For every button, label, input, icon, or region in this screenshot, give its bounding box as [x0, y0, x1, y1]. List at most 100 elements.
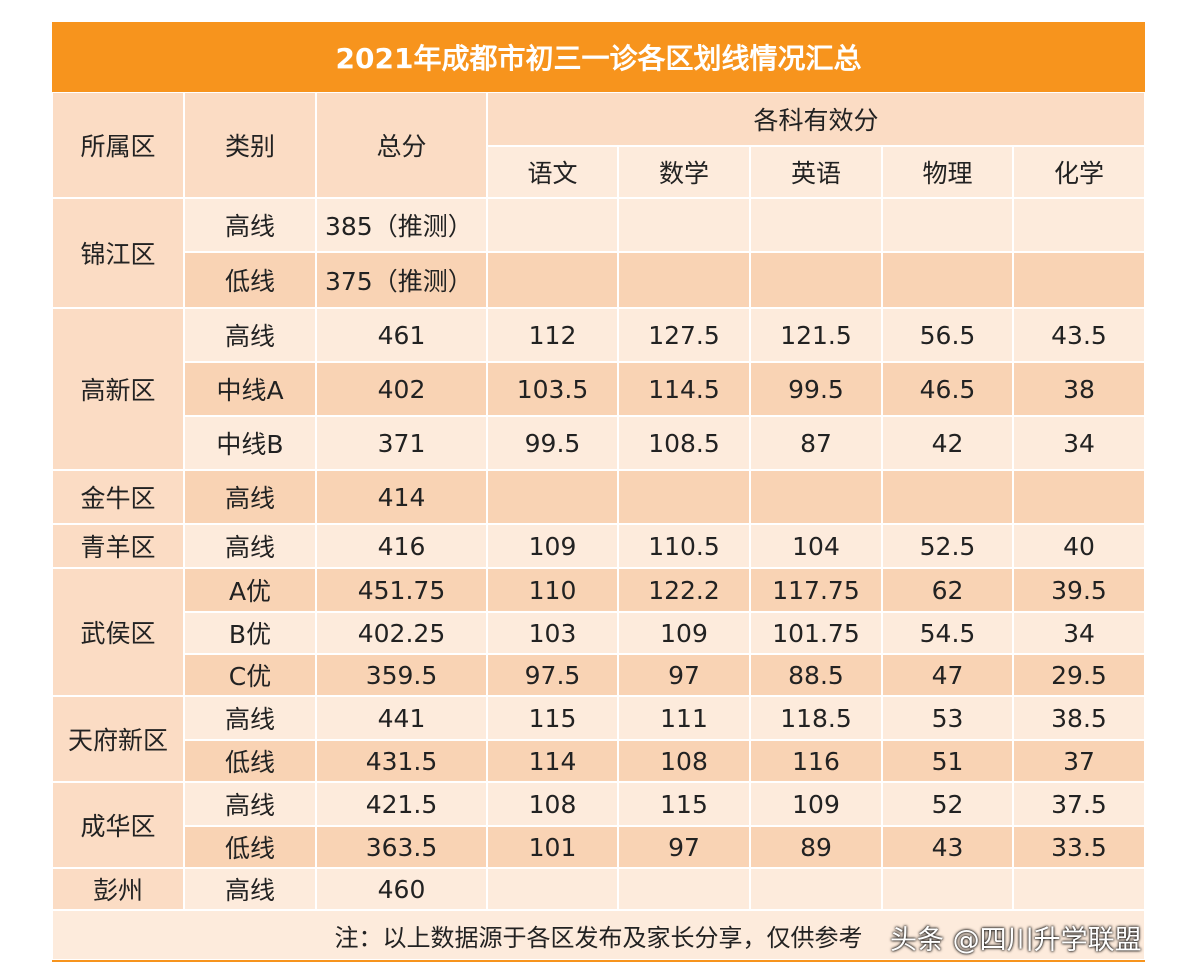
score-cell: 110.5: [618, 524, 750, 568]
score-cell: [1013, 252, 1145, 308]
score-cell: 38.5: [1013, 696, 1145, 740]
score-cell: [1013, 470, 1145, 524]
total-cell: 451.75: [316, 568, 487, 612]
score-cell: 34: [1013, 612, 1145, 654]
category-cell: C优: [184, 654, 316, 696]
category-cell: 高线: [184, 782, 316, 826]
score-cell: 88.5: [750, 654, 882, 696]
score-cell: [750, 868, 882, 910]
score-cell: 122.2: [618, 568, 750, 612]
score-cell: 29.5: [1013, 654, 1145, 696]
score-cell: 108.5: [618, 416, 750, 470]
score-cell: 112: [487, 308, 618, 362]
score-cell: 104: [750, 524, 882, 568]
score-cell: [618, 198, 750, 252]
score-cell: 33.5: [1013, 826, 1145, 868]
header-cell: 所属区: [52, 92, 184, 198]
total-cell: 371: [316, 416, 487, 470]
score-cell: [618, 868, 750, 910]
score-cell: 51: [882, 740, 1013, 782]
score-cell: 47: [882, 654, 1013, 696]
total-cell: 414: [316, 470, 487, 524]
district-cell: 天府新区: [52, 696, 184, 782]
score-cell: 99.5: [487, 416, 618, 470]
district-cell: 金牛区: [52, 470, 184, 524]
score-cell: 111: [618, 696, 750, 740]
category-cell: 中线B: [184, 416, 316, 470]
score-cell: 103.5: [487, 362, 618, 416]
total-cell: 460: [316, 868, 487, 910]
score-cell: 127.5: [618, 308, 750, 362]
score-cell: 39.5: [1013, 568, 1145, 612]
total-cell: 385（推测）: [316, 198, 487, 252]
score-cell: [487, 470, 618, 524]
score-cell: 99.5: [750, 362, 882, 416]
score-cell: [487, 868, 618, 910]
score-cell: 97.5: [487, 654, 618, 696]
score-cell: 54.5: [882, 612, 1013, 654]
category-cell: 低线: [184, 826, 316, 868]
score-cell: 101: [487, 826, 618, 868]
category-cell: 高线: [184, 198, 316, 252]
category-cell: 高线: [184, 868, 316, 910]
score-cell: [882, 198, 1013, 252]
total-cell: 402: [316, 362, 487, 416]
score-cell: 43.5: [1013, 308, 1145, 362]
score-cell: 53: [882, 696, 1013, 740]
score-cell: 42: [882, 416, 1013, 470]
total-cell: 359.5: [316, 654, 487, 696]
score-cell: 109: [487, 524, 618, 568]
score-cell: [750, 198, 882, 252]
score-cell: [618, 470, 750, 524]
score-cell: 97: [618, 826, 750, 868]
score-cell: 109: [750, 782, 882, 826]
header-cell: 总分: [316, 92, 487, 198]
category-cell: 低线: [184, 740, 316, 782]
header-cell: 英语: [750, 146, 882, 198]
score-cell: [487, 252, 618, 308]
score-cell: [487, 198, 618, 252]
score-cell: 56.5: [882, 308, 1013, 362]
score-cell: [750, 470, 882, 524]
category-cell: 高线: [184, 696, 316, 740]
footnote: 注：以上数据源于各区发布及家长分享，仅供参考: [52, 910, 1145, 960]
category-cell: B优: [184, 612, 316, 654]
district-cell: 成华区: [52, 782, 184, 868]
score-cell: 43: [882, 826, 1013, 868]
total-cell: 421.5: [316, 782, 487, 826]
score-cell: [882, 868, 1013, 910]
score-cell: 116: [750, 740, 882, 782]
score-cell: [750, 252, 882, 308]
score-cell: 101.75: [750, 612, 882, 654]
total-cell: 363.5: [316, 826, 487, 868]
score-cell: 37: [1013, 740, 1145, 782]
district-cell: 青羊区: [52, 524, 184, 568]
score-cell: [882, 252, 1013, 308]
score-cell: 110: [487, 568, 618, 612]
score-cell: 46.5: [882, 362, 1013, 416]
header-cell: 物理: [882, 146, 1013, 198]
score-cell: [618, 252, 750, 308]
score-cell: 34: [1013, 416, 1145, 470]
category-cell: 低线: [184, 252, 316, 308]
score-cell: 108: [618, 740, 750, 782]
header-cell: 化学: [1013, 146, 1145, 198]
score-cell: 114.5: [618, 362, 750, 416]
header-cell: 各科有效分: [487, 92, 1145, 146]
header-cell: 类别: [184, 92, 316, 198]
score-cell: [1013, 198, 1145, 252]
watermark: 头条 @四川升学联盟: [890, 925, 1142, 956]
score-cell: 52.5: [882, 524, 1013, 568]
score-cell: 117.75: [750, 568, 882, 612]
total-cell: 416: [316, 524, 487, 568]
score-cell: 118.5: [750, 696, 882, 740]
total-cell: 441: [316, 696, 487, 740]
district-cell: 彭州: [52, 868, 184, 910]
district-cell: 武侯区: [52, 568, 184, 696]
total-cell: 431.5: [316, 740, 487, 782]
score-cell: 52: [882, 782, 1013, 826]
table-title: 2021年成都市初三一诊各区划线情况汇总: [52, 22, 1145, 92]
score-cell: 115: [618, 782, 750, 826]
score-cell: 87: [750, 416, 882, 470]
